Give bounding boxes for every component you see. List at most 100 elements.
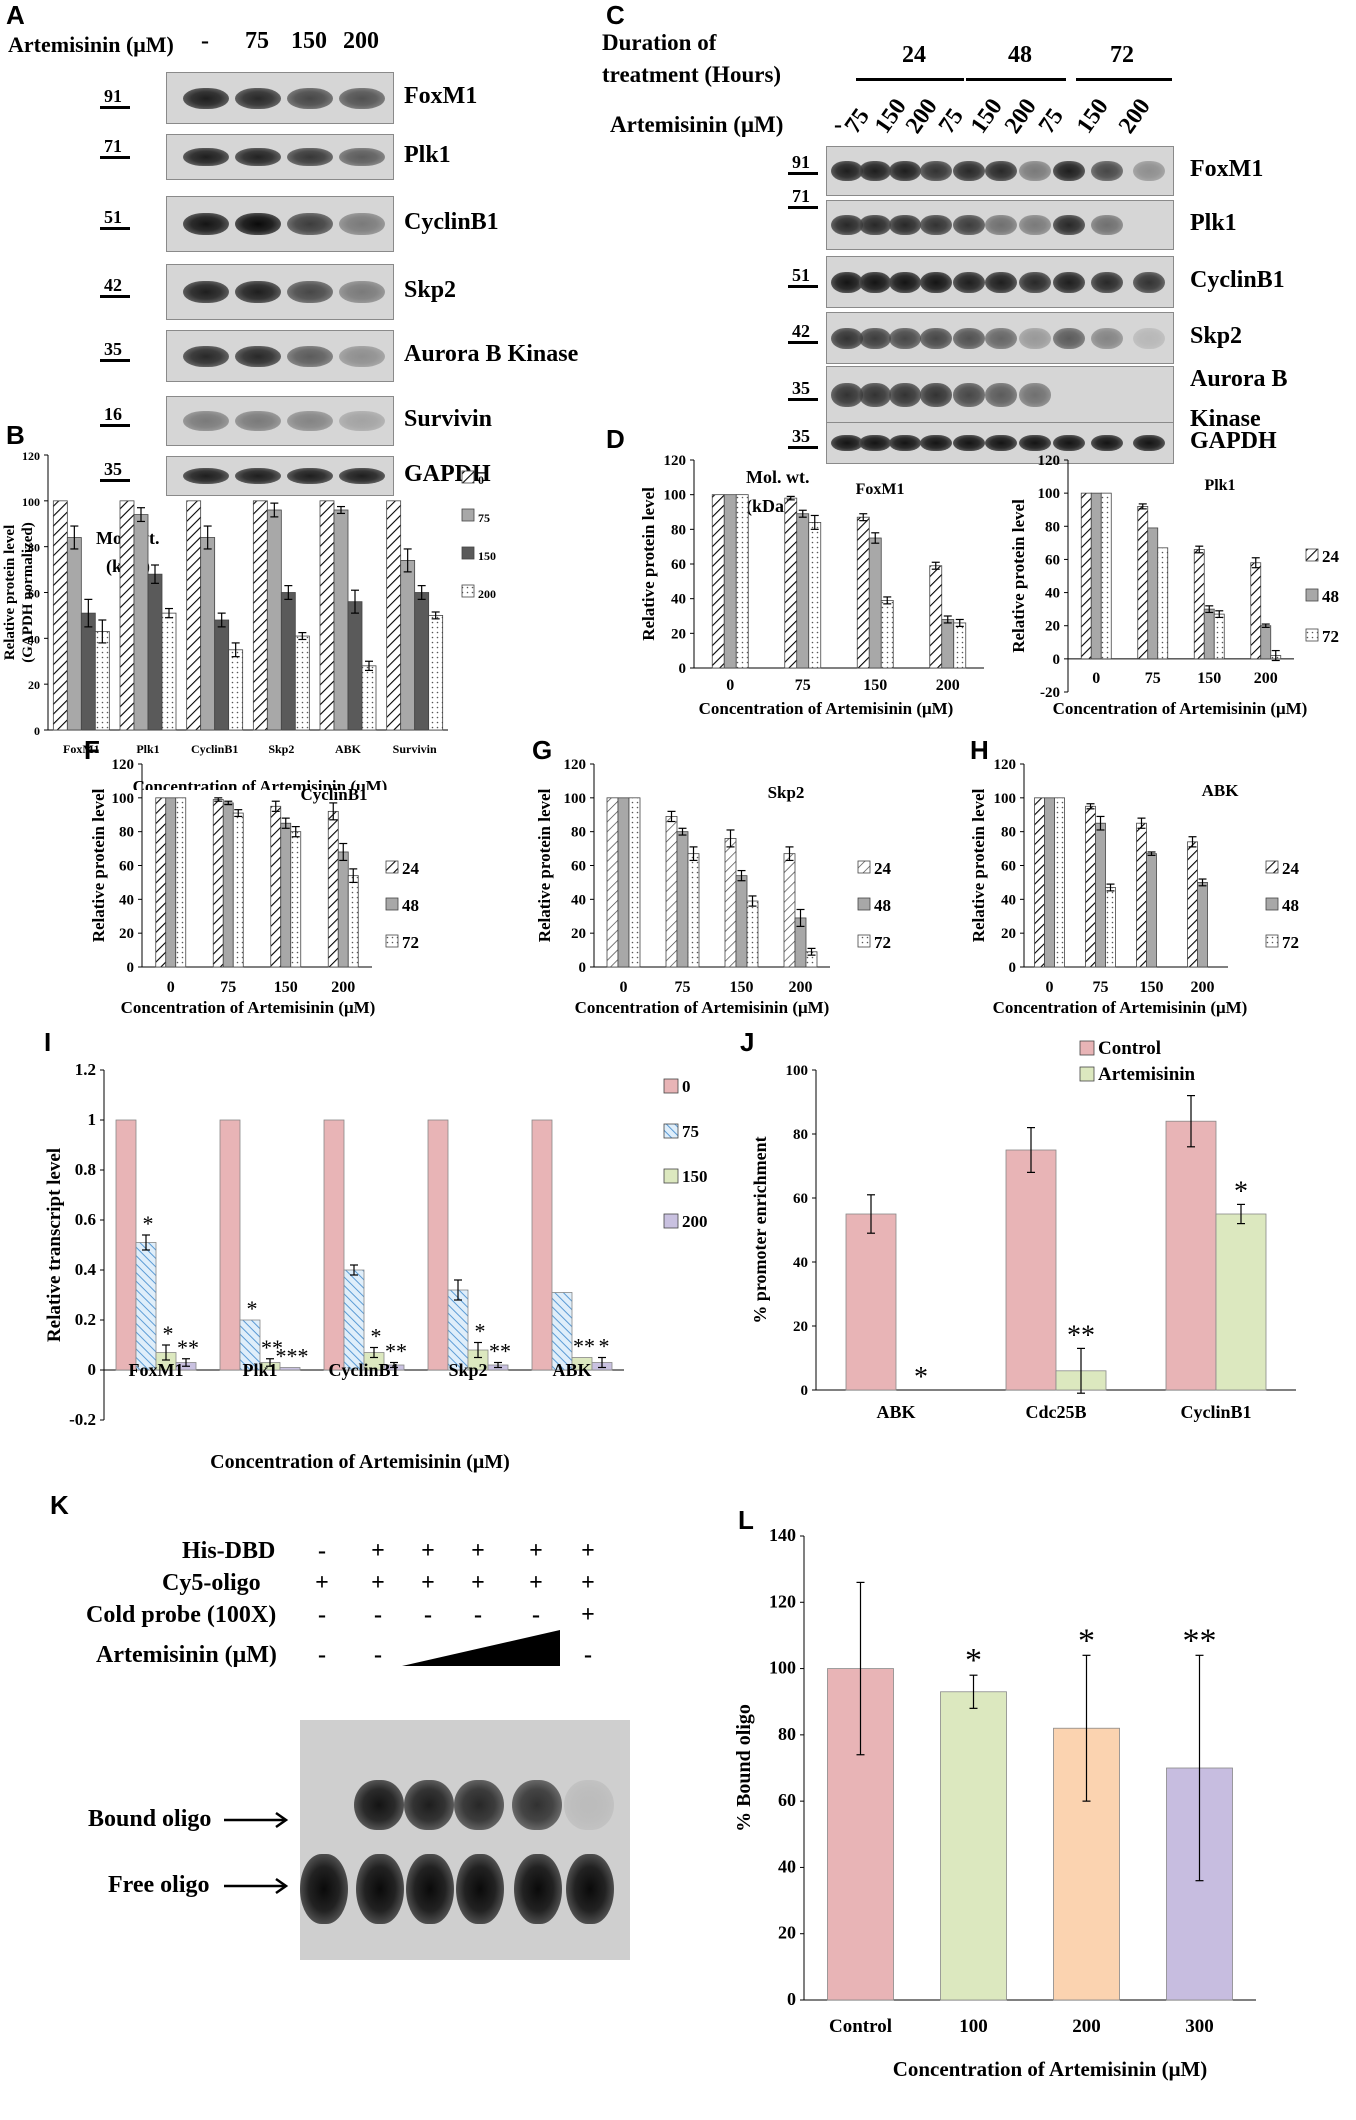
- emsa-sign: -: [532, 1602, 540, 1628]
- category-label: FoxM1: [129, 1360, 184, 1380]
- lane-label: 75: [245, 28, 269, 54]
- legend-label: 48: [402, 896, 419, 915]
- protein-band: [1133, 434, 1165, 452]
- lane-label: 150: [1071, 94, 1114, 139]
- blot-strip-skp2: [166, 264, 394, 320]
- bar: [845, 1213, 897, 1391]
- category-label: 200: [1254, 670, 1278, 687]
- chart-title: Plk1: [1204, 477, 1235, 494]
- protein-band: [920, 434, 952, 452]
- mol-wt-tick: [100, 227, 130, 230]
- y-tick-label: 0: [34, 724, 40, 738]
- blot-label: Plk1: [1190, 210, 1237, 236]
- protein-band: [859, 327, 891, 349]
- mol-wt-marker: 35: [792, 378, 810, 398]
- panel-letter-f: F: [84, 735, 100, 765]
- y-tick-label: 120: [769, 1591, 796, 1611]
- y-tick-label: 60: [571, 859, 586, 875]
- bar: [617, 797, 630, 968]
- bar: [337, 851, 349, 968]
- y-tick-label: 80: [671, 522, 686, 538]
- chart-title: CyclinB1: [300, 785, 367, 804]
- free-oligo-band: [300, 1854, 348, 1924]
- bound-oligo-band: [404, 1780, 454, 1830]
- category-label: CyclinB1: [1180, 1402, 1251, 1422]
- legend-label: 24: [1282, 859, 1300, 878]
- bar: [1100, 492, 1112, 660]
- blot-label: CyclinB1: [1190, 267, 1285, 293]
- bar: [1157, 547, 1169, 660]
- lane-label: -: [834, 112, 842, 138]
- chart-title: Skp2: [768, 783, 805, 802]
- mol-wt-marker: 35: [792, 426, 810, 446]
- y-tick-label: -0.2: [69, 1410, 96, 1429]
- protein-band: [953, 160, 985, 182]
- bar: [941, 619, 955, 669]
- y-tick-label: 1.2: [75, 1060, 96, 1079]
- mol-wt-marker: 35: [104, 339, 122, 359]
- free-oligo-band: [514, 1854, 562, 1924]
- bar: [219, 1119, 241, 1371]
- protein-band: [287, 410, 333, 432]
- bar: [80, 612, 96, 731]
- protein-band: [235, 410, 281, 432]
- bar: [280, 592, 296, 731]
- y-tick-label: 40: [28, 632, 40, 646]
- legend-swatch: [461, 508, 475, 522]
- protein-band: [235, 212, 281, 236]
- bar: [746, 900, 759, 968]
- protein-band: [1091, 327, 1123, 349]
- bar: [428, 615, 444, 731]
- protein-band: [920, 214, 952, 236]
- emsa-sign: +: [471, 1570, 485, 1596]
- y-tick-label: 120: [664, 453, 687, 469]
- blot-strip-c-plk1: [826, 200, 1174, 250]
- protein-band: [235, 468, 281, 484]
- bar: [1090, 492, 1102, 660]
- protein-band: [339, 212, 385, 236]
- category-label: CyclinB1: [328, 1360, 399, 1380]
- protein-band: [1053, 271, 1085, 293]
- emsa-sign: +: [581, 1602, 595, 1628]
- mol-wt-label: Mol. wt.: [746, 467, 810, 487]
- y-tick-label: 100: [786, 1063, 809, 1079]
- legend-label: 150: [478, 549, 496, 563]
- panel-letter-a: A: [6, 0, 25, 30]
- bar: [343, 1269, 365, 1371]
- mol-wt-marker: 91: [792, 152, 810, 172]
- panel-letter-k: K: [50, 1490, 69, 1520]
- protein-band: [831, 327, 863, 349]
- significance-star: **: [385, 1339, 407, 1364]
- emsa-sign: -: [424, 1602, 432, 1628]
- category-label: 0: [620, 979, 628, 996]
- arrow-head: [275, 1811, 289, 1829]
- protein-band: [1133, 271, 1165, 293]
- legend-label: 200: [682, 1212, 708, 1231]
- protein-band: [859, 383, 891, 407]
- protein-band: [339, 410, 385, 432]
- blot-strip-c-cyclinb1: [826, 256, 1174, 308]
- emsa-sign: +: [421, 1570, 435, 1596]
- bar: [266, 509, 282, 731]
- y-tick-label: 0.2: [75, 1310, 96, 1329]
- mol-wt-tick: [788, 285, 818, 288]
- y-tick-label: 0: [127, 960, 135, 976]
- mol-wt-tick: [788, 398, 818, 401]
- bar: [279, 1367, 301, 1371]
- bound-oligo-band: [564, 1780, 614, 1830]
- bar: [155, 797, 167, 968]
- y-tick-label: 20: [778, 1923, 796, 1943]
- y-tick-label: 20: [28, 678, 40, 692]
- treatment-label: Artemisinin (μM): [610, 112, 784, 137]
- category-label: 200: [789, 979, 813, 996]
- x-axis-label: Concentration of Artemisinin (μM): [121, 998, 376, 1017]
- panel-letter-d: D: [606, 424, 625, 454]
- legend-label: 72: [402, 933, 419, 952]
- row-label-his-dbd: His-DBD: [182, 1538, 276, 1564]
- bar: [1080, 492, 1092, 660]
- x-axis-label: Concentration of Artemisinin (μM): [699, 699, 954, 718]
- protein-band: [1091, 160, 1123, 182]
- protein-band: [831, 271, 863, 293]
- treatment-label: Artemisinin (μM): [8, 32, 174, 57]
